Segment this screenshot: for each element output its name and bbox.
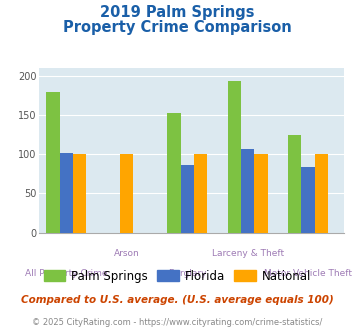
Bar: [73, 154, 86, 233]
Bar: [120, 154, 133, 233]
Bar: [254, 154, 268, 233]
Text: © 2025 CityRating.com - https://www.cityrating.com/crime-statistics/: © 2025 CityRating.com - https://www.city…: [32, 318, 323, 327]
Bar: [288, 135, 301, 233]
Bar: [46, 92, 60, 233]
Text: All Property Crime: All Property Crime: [25, 269, 108, 278]
Bar: [194, 154, 207, 233]
Text: Burglary: Burglary: [168, 269, 206, 278]
Text: Property Crime Comparison: Property Crime Comparison: [63, 20, 292, 35]
Bar: [60, 152, 73, 233]
Legend: Palm Springs, Florida, National: Palm Springs, Florida, National: [39, 265, 316, 287]
Text: 2019 Palm Springs: 2019 Palm Springs: [100, 5, 255, 20]
Text: Arson: Arson: [114, 249, 140, 258]
Text: Larceny & Theft: Larceny & Theft: [212, 249, 284, 258]
Text: Compared to U.S. average. (U.S. average equals 100): Compared to U.S. average. (U.S. average …: [21, 295, 334, 305]
Bar: [301, 167, 315, 233]
Bar: [228, 81, 241, 233]
Bar: [315, 154, 328, 233]
Text: Motor Vehicle Theft: Motor Vehicle Theft: [264, 269, 352, 278]
Bar: [167, 113, 180, 233]
Bar: [241, 148, 254, 233]
Bar: [180, 165, 194, 233]
